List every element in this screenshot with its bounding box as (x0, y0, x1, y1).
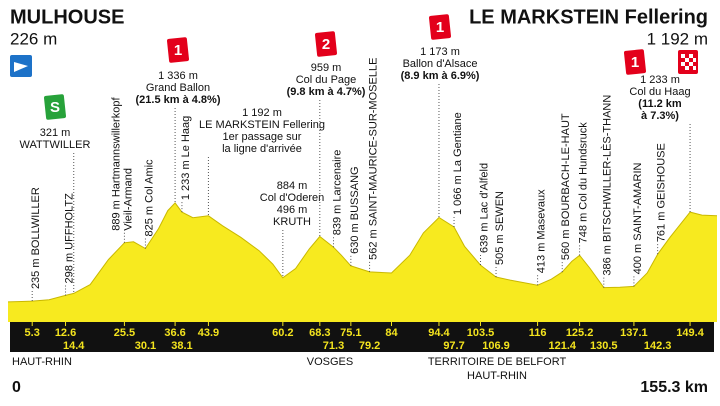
climb-detail: (9.8 km à 4.7%) (287, 86, 366, 98)
climb-label: la ligne d'arrivée (222, 143, 302, 155)
climb-label: 321 m (40, 127, 71, 139)
km-marker: 60.2 (272, 327, 293, 339)
km-marker: 79.2 (359, 340, 380, 352)
climb-label: 1er passage sur (223, 131, 302, 143)
climb-label: 1 192 m (242, 107, 282, 119)
finish-flag (678, 50, 698, 74)
climb-badge (428, 14, 452, 40)
place-label: 825 m Col Amic (143, 159, 155, 237)
km-marker: 125.2 (566, 327, 594, 339)
climb-category: S (50, 99, 60, 116)
climb-label: 496 m (277, 204, 308, 216)
km-marker: 71.3 (323, 340, 344, 352)
finish-town: LE MARKSTEIN Fellering (469, 6, 708, 28)
km-marker: 130.5 (590, 340, 618, 352)
place-label: 1 066 m La Gentiane (452, 112, 464, 215)
distance-label: 155.3 km (640, 379, 708, 396)
climb-label: Col d'Oderen (260, 192, 324, 204)
climb-label: 1 173 m (420, 46, 460, 58)
region-label: TERRITOIRE DE BELFORT (428, 356, 567, 368)
km-marker: 103.5 (467, 327, 495, 339)
km-marker: 38.1 (171, 340, 192, 352)
km-marker: 121.4 (548, 340, 576, 352)
km-marker: 14.4 (63, 340, 85, 352)
km-marker: 36.6 (164, 327, 185, 339)
climb-badge (166, 37, 190, 63)
climb-label: 884 m (277, 180, 308, 192)
km-marker: 84 (385, 327, 398, 339)
km-marker: 94.4 (428, 327, 450, 339)
start-icon (10, 55, 32, 77)
place-label: 748 m Col du Hundsruck (577, 122, 589, 244)
place-label: 639 m Lac d'Alfeld (478, 163, 490, 253)
climb-badge (43, 94, 67, 120)
km-band (10, 322, 714, 352)
climb-label: LE MARKSTEIN Fellering (199, 119, 325, 131)
place-label: Vieil-Armand (122, 168, 134, 231)
climb-badge (314, 31, 338, 57)
km-markers: 5.3 12.6 25.5 36.6 43.9 60.2 68.3 75.1 84 94.4 103… (25, 322, 705, 352)
place-label: 386 m BITSCHWILLER-LÈS-THANN (601, 95, 614, 276)
place-label: 235 m BOLLWILLER (30, 187, 42, 289)
climb-label: Ballon d'Alsace (403, 58, 478, 70)
km-marker: 12.6 (55, 327, 76, 339)
km-marker: 137.1 (620, 327, 648, 339)
place-label: 761 m GEISHOUSE (656, 143, 668, 242)
place-label: 413 m Masevaux (535, 189, 547, 273)
climb-label: KRUTH (273, 216, 311, 228)
start-town: MULHOUSE (10, 6, 124, 28)
distance-label: 0 (12, 379, 21, 396)
km-marker: 97.7 (443, 340, 464, 352)
climb-label: 1 233 m (640, 74, 680, 86)
region-label: HAUT-RHIN (12, 356, 72, 368)
region-label: HAUT-RHIN (467, 370, 527, 382)
place-label: 889 m Hartmannswillerkopf (110, 97, 122, 231)
climb-label: WATTWILLER (20, 139, 91, 151)
place-label: 839 m Larcenaire (331, 150, 343, 236)
climb-category: 2 (322, 36, 330, 53)
place-label: 298 m UFFHOLTZ (63, 193, 75, 284)
climb-detail: à 7.3%) (641, 110, 679, 122)
km-marker: 68.3 (309, 327, 330, 339)
place-label: 560 m BOURBACH-LE-HAUT (560, 113, 572, 260)
climb-category: 1 (631, 54, 639, 71)
profile-line (7, 202, 718, 303)
climb-label: Col du Page (296, 74, 357, 86)
climb-label: 959 m (311, 62, 342, 74)
climb-category: 1 (174, 42, 182, 59)
climb-badge (623, 49, 647, 75)
km-marker: 116 (529, 327, 547, 339)
place-label: 630 m BUSSANG (349, 166, 361, 253)
place-label: 562 m SAINT-MAURICE-SUR-MOSELLE (367, 58, 379, 260)
km-marker: 5.3 (25, 327, 40, 339)
climb-detail: (11.2 km (638, 98, 682, 110)
finish-altitude: 1 192 m (647, 29, 708, 48)
km-marker: 142.3 (644, 340, 672, 352)
climb-detail: (21.5 km à 4.8%) (136, 94, 221, 106)
climb-category: 1 (436, 19, 444, 36)
profile-area (8, 202, 717, 322)
km-marker: 25.5 (114, 327, 135, 339)
climb-detail: (8.9 km à 6.9%) (401, 70, 480, 82)
km-marker: 30.1 (135, 340, 156, 352)
place-label: 400 m SAINT-AMARIN (632, 162, 644, 274)
km-marker: 149.4 (676, 327, 704, 339)
start-altitude: 226 m (10, 29, 57, 48)
place-label: 505 m SEWEN (494, 191, 506, 265)
km-marker: 106.9 (482, 340, 510, 352)
region-label: VOSGES (307, 356, 353, 368)
climb-label: Grand Ballon (146, 82, 210, 94)
km-marker: 75.1 (340, 327, 361, 339)
place-label: 1 233 m Le Haag (180, 116, 192, 200)
climb-label: 1 336 m (158, 70, 198, 82)
climb-label: Col du Haag (629, 86, 690, 98)
km-marker: 43.9 (198, 327, 219, 339)
